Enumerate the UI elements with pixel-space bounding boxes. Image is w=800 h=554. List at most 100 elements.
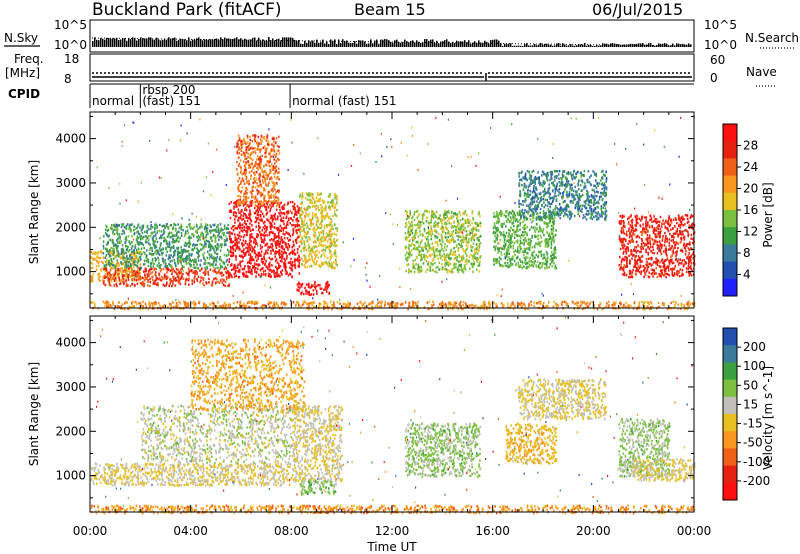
echo-cell [166, 271, 168, 274]
echo-cell [335, 263, 337, 266]
echo-cell [128, 265, 131, 268]
echo-cell [181, 249, 183, 253]
echo-cell [182, 229, 184, 232]
echo-cell [134, 227, 137, 230]
echo-cell [251, 228, 254, 231]
echo-cell [119, 256, 122, 260]
echo-cell [177, 246, 179, 249]
echo-cell [437, 225, 439, 228]
echo-cell [237, 140, 239, 143]
echo-cell [259, 148, 262, 151]
echo-cell [200, 233, 202, 236]
echo-cell [263, 238, 266, 241]
echo-cell [165, 254, 167, 257]
nsky-bar [212, 39, 214, 47]
echo-cell [238, 162, 241, 166]
echo-cell [123, 252, 125, 255]
echo-cell [168, 232, 170, 235]
echo-cell [269, 177, 271, 181]
echo-cell [178, 270, 181, 274]
echo-cell [505, 225, 507, 228]
echo-cell [154, 226, 156, 229]
echo-cell [114, 269, 117, 272]
echo-cell [133, 251, 136, 255]
echo-cell [459, 228, 461, 231]
echo-cell [219, 272, 222, 275]
echo-cell [304, 261, 307, 265]
echo-cell [258, 148, 260, 151]
echo-cell [209, 268, 212, 271]
echo-cell [404, 209, 407, 213]
echo-cell [507, 235, 509, 238]
echo-cell [419, 224, 421, 227]
echo-cell [270, 223, 273, 226]
echo-cell [108, 261, 111, 264]
echo-cell [258, 273, 260, 276]
echo-cell [422, 262, 425, 265]
echo-cell [451, 211, 453, 214]
echo-cell [437, 257, 439, 260]
echo-cell [327, 285, 329, 288]
nsky-bar [562, 43, 564, 47]
echo-cell [294, 209, 297, 213]
echo-cell [244, 207, 247, 210]
echo-cell [453, 220, 455, 223]
echo-cell [220, 237, 223, 240]
echo-cell [132, 266, 135, 269]
echo-cell [259, 230, 261, 234]
echo-cell [422, 234, 424, 237]
nsky-bar [504, 43, 506, 47]
nsky-bar [282, 37, 284, 47]
echo-cell [314, 255, 317, 258]
echo-cell [219, 262, 221, 266]
echo-cell [191, 269, 193, 272]
echo-cell [185, 255, 188, 259]
echo-cell [551, 256, 553, 260]
echo-cell [456, 230, 459, 233]
echo-cell [265, 243, 267, 246]
echo-cell [420, 270, 423, 273]
nsky-bar [284, 37, 286, 47]
echo-cell [119, 269, 122, 272]
echo-cell [200, 235, 202, 238]
echo-cell [158, 274, 160, 277]
echo-cell [209, 264, 211, 267]
echo-cell [149, 268, 151, 271]
echo-cell [320, 261, 323, 264]
echo-cell [305, 232, 307, 235]
echo-cell [180, 258, 183, 261]
echo-cell [248, 242, 251, 245]
echo-cell [307, 194, 309, 197]
echo-cell [247, 267, 250, 270]
nsky-bar [586, 45, 588, 47]
echo-cell [526, 225, 528, 229]
echo-cell [239, 222, 241, 225]
nsky-bar [318, 42, 320, 47]
echo-cell [263, 257, 266, 261]
echo-cell [223, 227, 226, 230]
echo-cell [122, 262, 125, 265]
echo-cell [259, 155, 261, 159]
nsky-bar [406, 41, 408, 47]
echo-cell [260, 194, 262, 198]
echo-cell [122, 223, 125, 226]
echo-cell [309, 206, 311, 209]
echo-cell [147, 228, 150, 231]
echo-cell [241, 186, 244, 189]
echo-cell [466, 213, 468, 217]
nsky-bar [216, 38, 218, 47]
echo-cell [418, 250, 421, 254]
echo-cell [305, 289, 307, 292]
echo-cell [135, 279, 138, 282]
echo-cell [262, 200, 265, 204]
echo-cell [238, 254, 241, 257]
echo-cell [300, 207, 302, 211]
echo-cell [263, 227, 266, 231]
echo-cell [277, 215, 279, 218]
echo-cell [335, 227, 337, 230]
nsky-bar [274, 40, 276, 47]
echo-cell [335, 194, 337, 197]
echo-cell [278, 235, 280, 239]
nsky-bar [610, 43, 612, 47]
echo-cell [239, 195, 242, 198]
